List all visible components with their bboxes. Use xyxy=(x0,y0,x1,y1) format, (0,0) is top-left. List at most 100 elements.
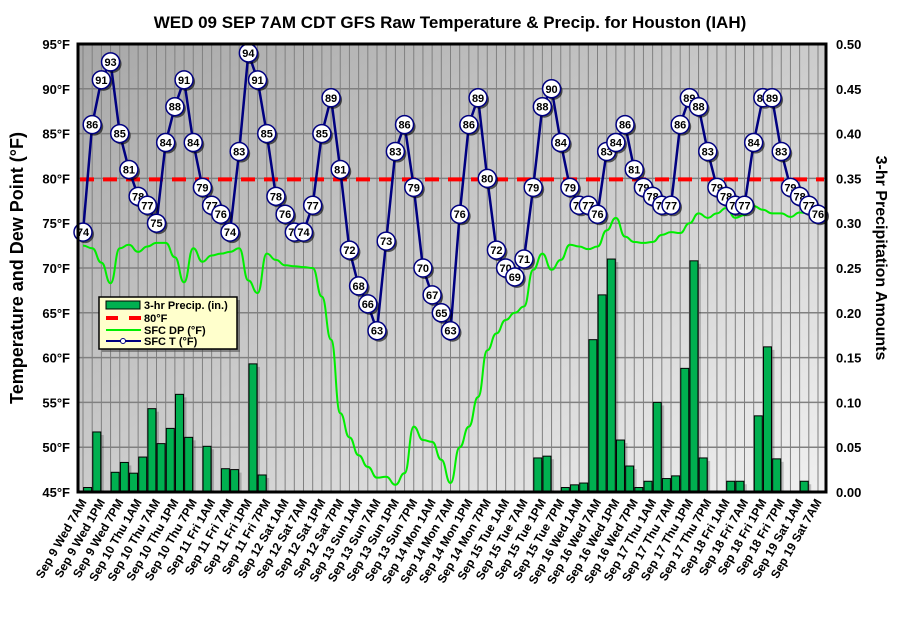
temperature-label: 83 xyxy=(389,147,401,159)
temperature-label: 76 xyxy=(454,209,466,221)
temperature-label: 84 xyxy=(610,138,623,150)
precip-bar xyxy=(165,427,175,493)
temperature-label: 79 xyxy=(564,182,576,194)
temperature-point xyxy=(229,141,249,162)
temperature-label: 76 xyxy=(279,209,291,221)
temperature-label: 91 xyxy=(95,75,107,87)
y2-tick-label: 0.10 xyxy=(836,395,861,410)
precip-bar xyxy=(220,468,230,493)
temperature-point xyxy=(119,159,139,180)
y2-tick-label: 0.20 xyxy=(836,306,861,321)
temperature-label: 71 xyxy=(518,254,530,266)
temperature-label: 91 xyxy=(251,75,263,87)
temperature-point xyxy=(523,177,543,198)
precip-bar xyxy=(680,367,690,493)
precip-bar xyxy=(597,294,607,493)
temperature-label: 83 xyxy=(702,147,714,159)
temperature-label: 77 xyxy=(141,200,153,212)
temperature-point xyxy=(293,222,314,242)
temperature-label: 89 xyxy=(766,93,778,105)
temperature-point xyxy=(541,79,562,99)
y2-tick-label: 0.25 xyxy=(836,261,861,276)
temperature-point xyxy=(247,70,268,90)
temperature-point xyxy=(734,195,755,216)
precip-bar xyxy=(202,445,212,493)
y-tick-label: 90°F xyxy=(42,82,70,97)
temperature-label: 89 xyxy=(472,93,484,105)
temperature-label: 94 xyxy=(242,48,255,60)
temperature-label: 88 xyxy=(692,102,704,114)
temperature-label: 77 xyxy=(738,200,750,212)
temperature-label: 74 xyxy=(224,227,237,239)
precip-bar xyxy=(138,456,148,493)
temperature-label: 68 xyxy=(353,281,365,293)
temperature-point xyxy=(165,96,185,117)
temperature-label: 74 xyxy=(297,227,310,239)
precip-bar xyxy=(129,472,139,493)
temperature-point xyxy=(615,114,635,135)
precip-bar xyxy=(753,415,763,493)
temperature-point xyxy=(440,320,461,341)
temperature-label: 72 xyxy=(343,245,355,257)
temperature-point xyxy=(624,159,644,180)
temperature-label: 63 xyxy=(371,326,383,338)
temperature-point xyxy=(330,159,350,180)
temperature-label: 81 xyxy=(628,164,640,176)
grid xyxy=(78,44,826,492)
y-tick-label: 75°F xyxy=(42,216,70,231)
temperature-point xyxy=(137,195,158,216)
temperature-label: 84 xyxy=(160,138,173,150)
temperature-label: 70 xyxy=(417,263,429,275)
precip-bar xyxy=(119,461,129,493)
legend-label-temp: SFC T (°F) xyxy=(144,336,198,348)
temperature-point xyxy=(413,258,433,278)
temperature-point xyxy=(348,276,369,296)
temperature-point xyxy=(587,204,608,224)
temperature-label: 85 xyxy=(114,129,126,141)
precip-bar xyxy=(257,474,267,493)
temperature-point xyxy=(771,141,791,162)
legend-swatch-precip xyxy=(105,300,141,310)
temperature-point xyxy=(477,168,497,189)
temperature-label: 79 xyxy=(196,182,208,194)
temperature-label: 86 xyxy=(398,120,410,132)
precip-bars xyxy=(83,258,812,493)
plot-frame xyxy=(76,42,828,494)
precip-bar xyxy=(533,457,543,493)
temperature-label: 81 xyxy=(123,164,135,176)
temperature-label: 84 xyxy=(555,138,568,150)
temperature-point xyxy=(146,213,167,233)
temperature-point xyxy=(192,177,213,198)
temperature-series: 74 86 91 93 85 81 78 77 75 84 88 91 84 79 77 76 74 83 94 91… xyxy=(73,43,829,342)
y-tick-label: 95°F xyxy=(42,37,70,52)
temperature-label: 86 xyxy=(619,120,631,132)
temperature-point xyxy=(661,195,681,216)
precip-bar xyxy=(772,458,782,493)
temperature-point xyxy=(688,96,709,117)
y2-tick-label: 0.30 xyxy=(836,216,861,231)
temperature-label: 86 xyxy=(674,120,686,132)
temperature-point xyxy=(174,70,194,90)
temperature-point xyxy=(514,249,534,269)
temperature-point xyxy=(275,204,295,224)
precip-bar xyxy=(606,258,616,493)
temperature-label: 85 xyxy=(261,129,273,141)
temperature-label: 75 xyxy=(150,218,162,230)
y2-tick-label: 0.15 xyxy=(836,351,861,366)
precip-bar xyxy=(156,443,166,493)
temperature-label: 79 xyxy=(527,182,539,194)
temperature-point xyxy=(698,141,718,162)
temperature-label: 63 xyxy=(444,326,456,338)
temperature-point xyxy=(385,141,406,162)
y2-tick-label: 0.00 xyxy=(836,485,861,500)
left-axis-label: Temperature and Dew Point (°F) xyxy=(7,132,27,404)
temperature-point xyxy=(532,96,553,117)
precip-bar xyxy=(542,455,552,493)
precip-bar xyxy=(615,439,625,493)
legend-label-dp: SFC DP (°F) xyxy=(144,325,206,337)
precip-bar xyxy=(147,408,157,493)
precip-bar xyxy=(698,457,708,493)
temperature-point xyxy=(312,123,332,144)
temperature-point xyxy=(394,114,415,135)
